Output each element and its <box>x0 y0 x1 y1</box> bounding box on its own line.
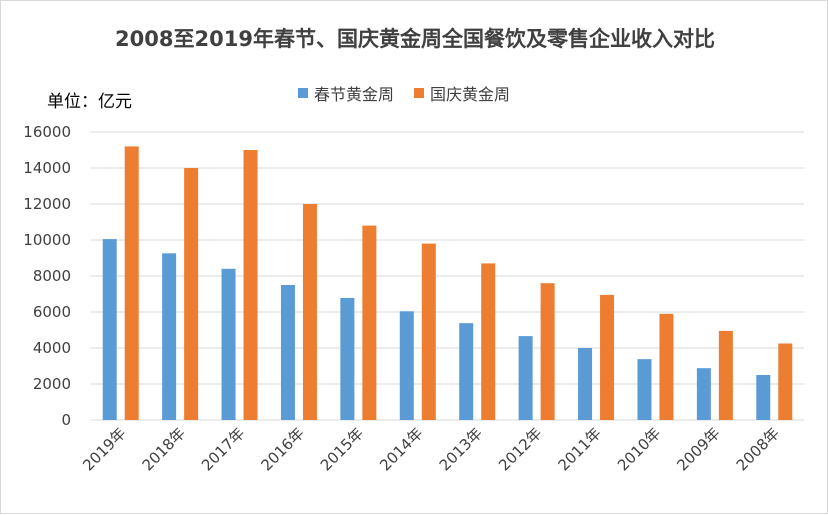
legend: 春节黄金周 国庆黄金周 <box>298 81 530 105</box>
bar-national <box>600 294 615 420</box>
x-tick-label: 2014年 <box>376 424 426 474</box>
bar-national <box>362 225 377 420</box>
x-tick-label: 2008年 <box>733 424 783 474</box>
chart-title: 2008至2019年春节、国庆黄金周全国餐饮及零售企业收入对比 <box>115 27 715 51</box>
x-tick-label: 2012年 <box>495 424 545 474</box>
legend-label-spring: 春节黄金周 <box>314 85 395 104</box>
x-tick-label: 2010年 <box>614 424 664 474</box>
legend-item-national: 国庆黄金周 <box>414 81 510 105</box>
x-tick-label: 2019年 <box>79 424 129 474</box>
bar-spring <box>102 239 117 420</box>
x-tick-label: 2009年 <box>673 424 723 474</box>
y-tick-label: 14000 <box>23 159 71 177</box>
bar-spring <box>459 323 474 420</box>
y-tick-label: 4000 <box>33 339 71 357</box>
legend-label-national: 国庆黄金周 <box>430 85 511 104</box>
x-tick-label: 2013年 <box>436 424 486 474</box>
y-tick-label: 0 <box>61 411 71 429</box>
y-tick-label: 12000 <box>23 195 71 213</box>
y-tick-label: 10000 <box>23 231 71 249</box>
x-tick-label: 2016年 <box>257 424 307 474</box>
bar-spring <box>221 268 236 420</box>
bar-spring <box>280 285 295 420</box>
bar-national <box>421 243 436 420</box>
x-tick-label: 2015年 <box>317 424 367 474</box>
legend-item-spring: 春节黄金周 <box>298 81 394 105</box>
bar-national <box>481 263 496 420</box>
legend-swatch-spring <box>298 88 308 98</box>
bar-spring <box>578 348 593 420</box>
bar-spring <box>637 359 652 420</box>
x-tick-label: 2018年 <box>139 424 189 474</box>
legend-swatch-national <box>414 88 425 98</box>
y-tick-label: 6000 <box>33 303 71 321</box>
x-tick-label: 2017年 <box>198 424 248 474</box>
bar-spring <box>696 368 711 420</box>
bar-national <box>718 330 733 420</box>
bar-spring <box>518 336 533 420</box>
x-tick-label: 2011年 <box>555 424 605 474</box>
y-tick-label: 2000 <box>33 375 71 393</box>
bar-national <box>243 150 258 420</box>
unit-label: 单位：亿元 <box>47 92 132 112</box>
bar-spring <box>340 297 355 420</box>
bar-spring <box>399 311 414 420</box>
bar-national <box>778 343 793 420</box>
bar-spring <box>756 375 771 420</box>
y-tick-label: 16000 <box>23 123 71 141</box>
bar-national <box>540 283 555 420</box>
bar-national <box>124 146 139 420</box>
bar-spring <box>162 253 177 420</box>
bar-national <box>302 204 317 420</box>
y-tick-label: 8000 <box>33 267 71 285</box>
bar-national <box>184 168 199 420</box>
bar-national <box>659 313 674 420</box>
